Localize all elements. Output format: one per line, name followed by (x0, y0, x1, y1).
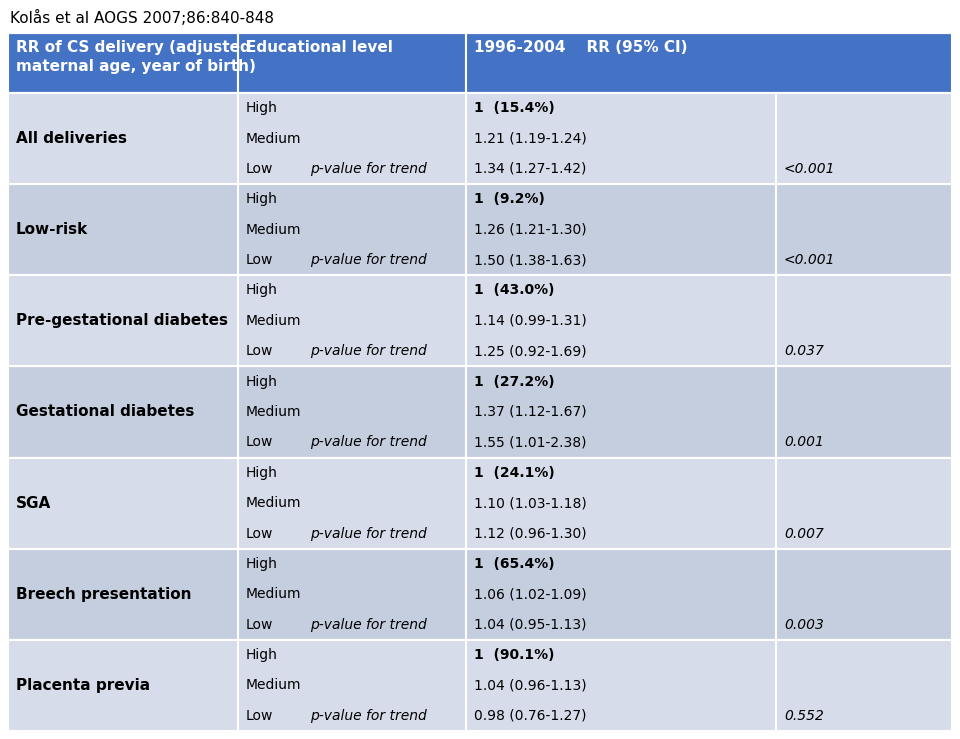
Text: High: High (246, 375, 277, 389)
Bar (8, 640, 952, 731)
Text: Kolås et al AOGS 2007;86:840-848: Kolås et al AOGS 2007;86:840-848 (10, 10, 274, 26)
Text: 1.14 (0.99-1.31): 1.14 (0.99-1.31) (474, 314, 587, 328)
Bar (8, 457, 952, 549)
Text: Gestational diabetes: Gestational diabetes (16, 404, 194, 420)
Text: 1.34 (1.27-1.42): 1.34 (1.27-1.42) (474, 162, 587, 176)
Text: 1  (24.1%): 1 (24.1%) (474, 466, 555, 480)
Text: Medium: Medium (246, 314, 301, 328)
Text: High: High (246, 192, 277, 206)
Text: 1  (90.1%): 1 (90.1%) (474, 648, 555, 662)
Text: 1.50 (1.38-1.63): 1.50 (1.38-1.63) (474, 253, 587, 267)
Bar (466, 33, 952, 93)
Text: 1  (15.4%): 1 (15.4%) (474, 101, 555, 115)
Text: p-value for trend: p-value for trend (310, 435, 427, 449)
Text: 0.001: 0.001 (784, 435, 824, 449)
Text: Low: Low (246, 618, 274, 632)
Text: 1.55 (1.01-2.38): 1.55 (1.01-2.38) (474, 435, 587, 449)
Bar (8, 33, 238, 93)
Text: 1  (9.2%): 1 (9.2%) (474, 192, 545, 206)
Text: Low: Low (246, 162, 274, 176)
Text: 1  (43.0%): 1 (43.0%) (474, 284, 555, 298)
Text: High: High (246, 557, 277, 571)
Text: 1  (27.2%): 1 (27.2%) (474, 375, 555, 389)
Text: RR of CS delivery (adjusted
maternal age, year of birth): RR of CS delivery (adjusted maternal age… (16, 40, 256, 74)
Text: 1.26 (1.21-1.30): 1.26 (1.21-1.30) (474, 222, 587, 236)
Text: 1.25 (0.92-1.69): 1.25 (0.92-1.69) (474, 344, 587, 358)
Text: Medium: Medium (246, 588, 301, 602)
Bar (8, 549, 952, 640)
Text: Low: Low (246, 253, 274, 267)
Text: p-value for trend: p-value for trend (310, 526, 427, 540)
Text: p-value for trend: p-value for trend (310, 253, 427, 267)
Text: 1.04 (0.96-1.13): 1.04 (0.96-1.13) (474, 678, 587, 692)
Text: p-value for trend: p-value for trend (310, 618, 427, 632)
Text: High: High (246, 466, 277, 480)
Text: 1.21 (1.19-1.24): 1.21 (1.19-1.24) (474, 132, 587, 146)
Text: 1.12 (0.96-1.30): 1.12 (0.96-1.30) (474, 526, 587, 540)
Text: Medium: Medium (246, 132, 301, 146)
Text: 0.98 (0.76-1.27): 0.98 (0.76-1.27) (474, 709, 587, 723)
Text: All deliveries: All deliveries (16, 131, 127, 146)
Text: 1.04 (0.95-1.13): 1.04 (0.95-1.13) (474, 618, 587, 632)
Text: p-value for trend: p-value for trend (310, 709, 427, 723)
Text: <0.001: <0.001 (784, 253, 835, 267)
Text: 1.10 (1.03-1.18): 1.10 (1.03-1.18) (474, 496, 587, 510)
Text: High: High (246, 284, 277, 298)
Text: Pre-gestational diabetes: Pre-gestational diabetes (16, 313, 228, 328)
Bar (8, 367, 952, 457)
Text: High: High (246, 101, 277, 115)
Text: p-value for trend: p-value for trend (310, 162, 427, 176)
Text: 0.037: 0.037 (784, 344, 824, 358)
Text: SGA: SGA (16, 496, 51, 511)
Text: 1.06 (1.02-1.09): 1.06 (1.02-1.09) (474, 588, 587, 602)
Bar (8, 184, 952, 276)
Text: Low: Low (246, 435, 274, 449)
Text: High: High (246, 648, 277, 662)
Text: Educational level: Educational level (246, 40, 393, 55)
Text: <0.001: <0.001 (784, 162, 835, 176)
Text: 0.552: 0.552 (784, 709, 824, 723)
Text: 1996-2004    RR (95% CI): 1996-2004 RR (95% CI) (474, 40, 687, 55)
Text: Low: Low (246, 526, 274, 540)
Text: Medium: Medium (246, 405, 301, 419)
Text: Placenta previa: Placenta previa (16, 678, 150, 693)
Text: Breech presentation: Breech presentation (16, 587, 191, 602)
Text: Low-risk: Low-risk (16, 222, 88, 237)
Text: 1.37 (1.12-1.67): 1.37 (1.12-1.67) (474, 405, 587, 419)
Text: Low: Low (246, 344, 274, 358)
Text: Medium: Medium (246, 222, 301, 236)
Text: 0.003: 0.003 (784, 618, 824, 632)
Text: p-value for trend: p-value for trend (310, 344, 427, 358)
Text: Low: Low (246, 709, 274, 723)
Bar (238, 33, 466, 93)
Text: Medium: Medium (246, 678, 301, 692)
Text: Medium: Medium (246, 496, 301, 510)
Text: 0.007: 0.007 (784, 526, 824, 540)
Text: 1  (65.4%): 1 (65.4%) (474, 557, 555, 571)
Bar (8, 276, 952, 367)
Bar (8, 93, 952, 184)
